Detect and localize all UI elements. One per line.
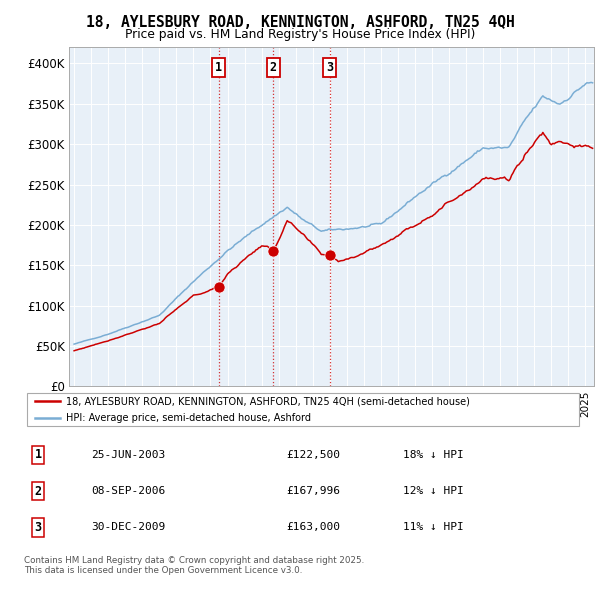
Text: 11% ↓ HPI: 11% ↓ HPI [403, 523, 464, 532]
Text: 1: 1 [34, 448, 41, 461]
Text: £167,996: £167,996 [286, 486, 340, 496]
Text: £163,000: £163,000 [286, 523, 340, 532]
Text: HPI: Average price, semi-detached house, Ashford: HPI: Average price, semi-detached house,… [66, 413, 311, 423]
Text: 18, AYLESBURY ROAD, KENNINGTON, ASHFORD, TN25 4QH (semi-detached house): 18, AYLESBURY ROAD, KENNINGTON, ASHFORD,… [66, 396, 470, 406]
Text: 18% ↓ HPI: 18% ↓ HPI [403, 450, 464, 460]
Text: Contains HM Land Registry data © Crown copyright and database right 2025.
This d: Contains HM Land Registry data © Crown c… [24, 556, 364, 575]
Text: 3: 3 [34, 521, 41, 534]
Text: 18, AYLESBURY ROAD, KENNINGTON, ASHFORD, TN25 4QH: 18, AYLESBURY ROAD, KENNINGTON, ASHFORD,… [86, 15, 514, 30]
Text: 2: 2 [34, 484, 41, 498]
Text: 08-SEP-2006: 08-SEP-2006 [91, 486, 165, 496]
Text: 3: 3 [326, 61, 333, 74]
Text: 1: 1 [215, 61, 222, 74]
Text: Price paid vs. HM Land Registry's House Price Index (HPI): Price paid vs. HM Land Registry's House … [125, 28, 475, 41]
Text: 12% ↓ HPI: 12% ↓ HPI [403, 486, 464, 496]
FancyBboxPatch shape [27, 393, 579, 426]
Text: £122,500: £122,500 [286, 450, 340, 460]
Text: 30-DEC-2009: 30-DEC-2009 [91, 523, 165, 532]
Text: 2: 2 [270, 61, 277, 74]
Text: 25-JUN-2003: 25-JUN-2003 [91, 450, 165, 460]
